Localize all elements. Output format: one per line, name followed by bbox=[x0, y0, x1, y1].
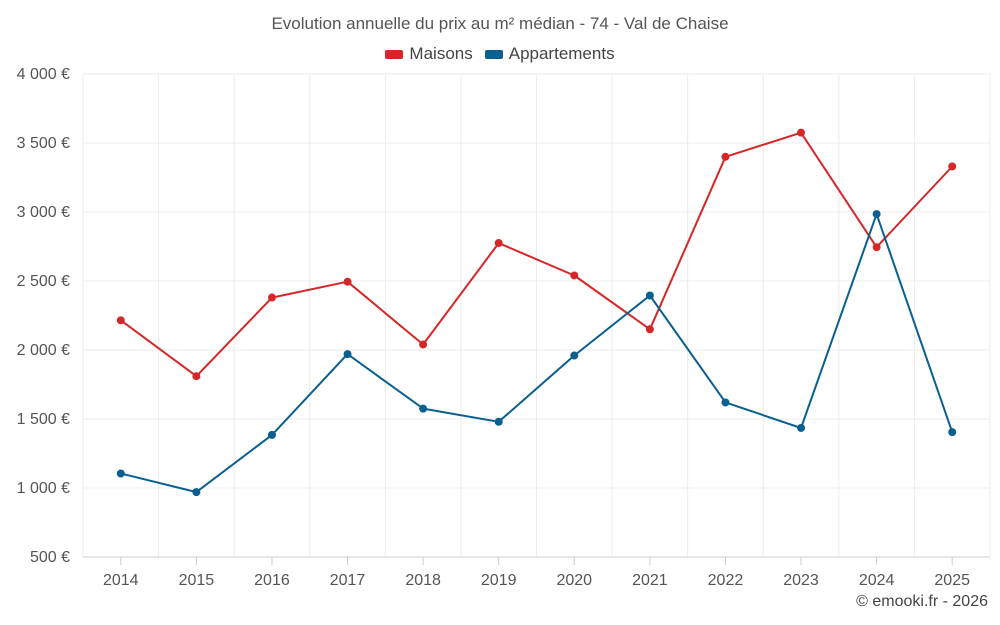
x-tick-label: 2022 bbox=[708, 572, 744, 589]
data-point-maisons[interactable]: Maisons 2017: 2495 bbox=[343, 277, 352, 286]
x-tick-label: 2025 bbox=[934, 572, 970, 589]
y-tick-label: 1 500 € bbox=[17, 411, 70, 428]
x-tick-label: 2019 bbox=[481, 572, 517, 589]
data-point-maisons[interactable]: Maisons 2025: 3330 bbox=[948, 162, 957, 171]
x-tick-label: 2021 bbox=[632, 572, 668, 589]
data-point-appartements[interactable]: Appartements 2019: 1480 bbox=[494, 417, 503, 426]
x-tick-label: 2016 bbox=[254, 572, 290, 589]
data-point-appartements[interactable]: Appartements 2024: 2985 bbox=[872, 210, 881, 219]
x-tick-label: 2024 bbox=[859, 572, 895, 589]
data-point-appartements[interactable]: Appartements 2025: 1405 bbox=[948, 428, 957, 437]
y-tick-label: 500 € bbox=[30, 549, 70, 566]
x-tick-label: 2020 bbox=[556, 572, 592, 589]
data-point-maisons[interactable]: Maisons 2024: 2745 bbox=[872, 243, 881, 252]
credits: © emooki.fr - 2026 bbox=[856, 593, 988, 610]
series-line-maisons bbox=[120, 131, 953, 378]
legend: Maisons Appartements bbox=[0, 44, 1000, 64]
data-point-appartements[interactable]: Appartements 2014: 1105 bbox=[116, 469, 125, 478]
y-tick-label: 2 000 € bbox=[17, 342, 70, 359]
data-point-appartements[interactable]: Appartements 2021: 2395 bbox=[645, 291, 654, 300]
x-tick-label: 2014 bbox=[103, 572, 139, 589]
x-tick-label: 2023 bbox=[783, 572, 819, 589]
data-point-appartements[interactable]: Appartements 2016: 1385 bbox=[267, 430, 276, 439]
y-tick-label: 3 500 € bbox=[17, 135, 70, 152]
data-point-maisons[interactable]: Maisons 2020: 2540 bbox=[570, 271, 579, 280]
series-line-appartements bbox=[120, 213, 954, 494]
chart-title: Evolution annuelle du prix au m² médian … bbox=[271, 14, 729, 33]
data-point-appartements[interactable]: Appartements 2017: 1970 bbox=[343, 350, 352, 359]
data-point-maisons[interactable]: Maisons 2019: 2775 bbox=[494, 239, 503, 248]
data-point-maisons[interactable]: Maisons 2014: 2215 bbox=[116, 316, 125, 325]
data-point-maisons[interactable]: Maisons 2018: 2040 bbox=[419, 340, 428, 349]
legend-label-maisons: Maisons bbox=[409, 44, 473, 63]
y-tick-label: 2 500 € bbox=[17, 273, 70, 290]
data-point-maisons[interactable]: Maisons 2015: 1810 bbox=[192, 372, 201, 381]
legend-swatch-maisons bbox=[385, 49, 404, 59]
legend-swatch-appartements bbox=[484, 49, 503, 59]
x-tick-label: 2017 bbox=[330, 572, 366, 589]
legend-item-appartements[interactable]: Appartements bbox=[484, 44, 615, 64]
data-point-maisons[interactable]: Maisons 2023: 3575 bbox=[797, 128, 806, 137]
y-tick-label: 1 000 € bbox=[17, 480, 70, 497]
data-point-maisons[interactable]: Maisons 2016: 2380 bbox=[267, 293, 276, 302]
legend-item-maisons[interactable]: Maisons bbox=[385, 44, 473, 64]
data-point-maisons[interactable]: Maisons 2022: 3400 bbox=[721, 152, 730, 161]
legend-label-appartements: Appartements bbox=[508, 44, 615, 63]
data-point-maisons[interactable]: Maisons 2021: 2150 bbox=[645, 325, 654, 334]
data-point-appartements[interactable]: Appartements 2023: 1435 bbox=[797, 423, 806, 432]
data-point-appartements[interactable]: Appartements 2020: 1960 bbox=[570, 351, 579, 360]
data-point-appartements[interactable]: Appartements 2015: 970 bbox=[192, 488, 201, 497]
x-tick-label: 2018 bbox=[405, 572, 441, 589]
y-tick-label: 4 000 € bbox=[17, 66, 70, 83]
x-tick-label: 2015 bbox=[179, 572, 215, 589]
data-point-appartements[interactable]: Appartements 2018: 1575 bbox=[419, 404, 428, 413]
y-tick-label: 3 000 € bbox=[17, 204, 70, 221]
